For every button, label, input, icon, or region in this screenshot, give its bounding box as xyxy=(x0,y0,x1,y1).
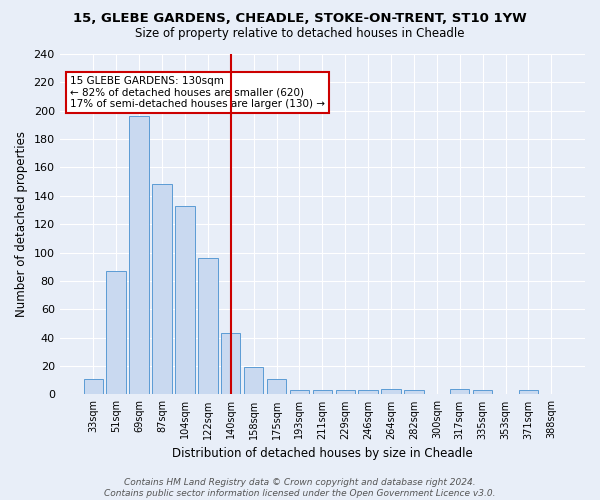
Bar xyxy=(83,379,103,394)
Y-axis label: Number of detached properties: Number of detached properties xyxy=(15,131,28,317)
Bar xyxy=(198,258,218,394)
Bar xyxy=(175,206,194,394)
Bar xyxy=(404,390,424,394)
Bar xyxy=(290,390,309,394)
Bar xyxy=(450,389,469,394)
Bar xyxy=(130,116,149,394)
Bar xyxy=(335,390,355,394)
Bar xyxy=(267,379,286,394)
Bar xyxy=(152,184,172,394)
Text: Contains HM Land Registry data © Crown copyright and database right 2024.
Contai: Contains HM Land Registry data © Crown c… xyxy=(104,478,496,498)
Text: 15 GLEBE GARDENS: 130sqm
← 82% of detached houses are smaller (620)
17% of semi-: 15 GLEBE GARDENS: 130sqm ← 82% of detach… xyxy=(70,76,325,110)
Bar xyxy=(519,390,538,394)
Bar xyxy=(382,389,401,394)
Text: 15, GLEBE GARDENS, CHEADLE, STOKE-ON-TRENT, ST10 1YW: 15, GLEBE GARDENS, CHEADLE, STOKE-ON-TRE… xyxy=(73,12,527,26)
Text: Size of property relative to detached houses in Cheadle: Size of property relative to detached ho… xyxy=(135,28,465,40)
Bar xyxy=(473,390,493,394)
X-axis label: Distribution of detached houses by size in Cheadle: Distribution of detached houses by size … xyxy=(172,447,473,460)
Bar xyxy=(106,271,126,394)
Bar xyxy=(358,390,378,394)
Bar xyxy=(221,334,241,394)
Bar xyxy=(244,368,263,394)
Bar xyxy=(313,390,332,394)
